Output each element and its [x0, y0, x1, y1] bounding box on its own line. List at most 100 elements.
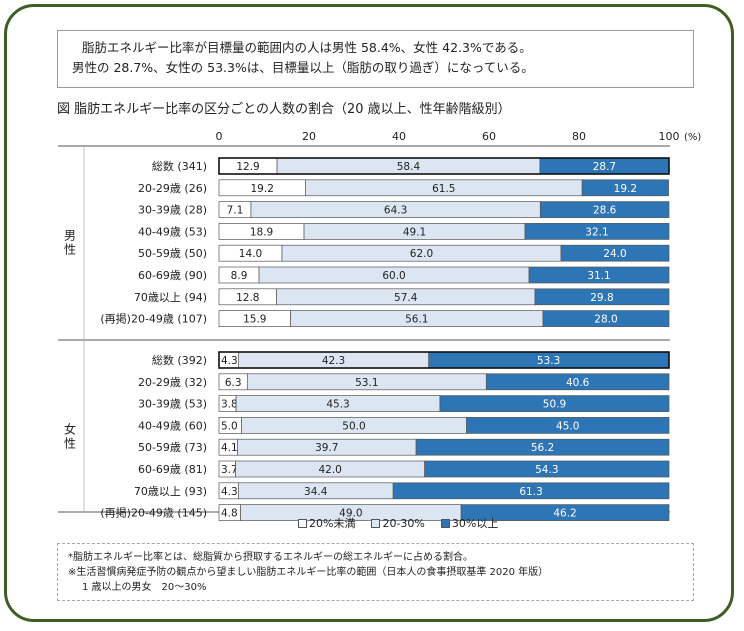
x-tick-label: 40	[392, 130, 406, 143]
bar-data-label: 4.3	[221, 486, 238, 498]
bar-data-label: 39.7	[315, 442, 338, 454]
bar-data-label: 5.0	[221, 420, 238, 432]
category-label: 20-29歳 (32)	[138, 376, 207, 389]
category-label: 30-39歳 (53)	[138, 398, 207, 411]
bar-data-label: 64.3	[384, 205, 407, 217]
bar-data-label: 57.4	[394, 292, 418, 304]
legend-item-low: 20%未満	[298, 515, 355, 531]
bar-data-label: 12.9	[236, 161, 259, 173]
chart-legend: 20%未満 20-30% 30%以上	[298, 515, 498, 531]
bar-data-label: 49.1	[403, 226, 426, 238]
bar-data-label: 31.1	[587, 270, 610, 282]
bar-data-label: 46.2	[553, 508, 576, 520]
category-label: 60-69歳 (90)	[138, 269, 207, 282]
category-label: (再掲)20-49歳 (107)	[100, 312, 207, 326]
bar-segment-high	[539, 201, 670, 218]
category-label: 20-29歳 (26)	[138, 182, 207, 195]
bar-segment-high	[528, 266, 670, 284]
bar-segment-high	[424, 460, 670, 478]
category-label: 50-59歳 (50)	[138, 247, 207, 260]
legend-swatch-low	[298, 518, 307, 528]
legend-label-high: 30%以上	[451, 517, 499, 530]
bar-data-label: 4.3	[221, 355, 238, 367]
category-label: 40-49歳 (53)	[138, 225, 207, 238]
note-line-2: ※生活習慣病発症予防の観点から望ましい脂肪エネルギー比率の範囲（日本人の食事摂取…	[68, 567, 549, 578]
bar-data-label: 62.0	[410, 248, 433, 260]
category-label: 40-49歳 (60)	[138, 419, 207, 432]
bar-data-label: 61.3	[519, 486, 542, 498]
bar-data-label: 3.8	[221, 399, 238, 411]
x-tick-label: 20	[302, 130, 316, 143]
bar-data-label: 50.0	[342, 420, 365, 432]
bar-data-label: 54.3	[535, 464, 558, 476]
bar-segment-high	[466, 417, 670, 434]
bar-data-label: 15.9	[243, 314, 266, 326]
bar-data-label: 60.0	[382, 270, 405, 282]
category-label: 総数 (392)	[152, 353, 207, 367]
bar-data-label: 4.1	[221, 442, 238, 454]
summary-box: 脂肪エネルギー比率が目標量の範囲内の人は男性 58.4%、女性 42.3%である…	[57, 30, 694, 88]
bar-data-label: 58.4	[397, 161, 421, 173]
bar-segment-high	[392, 482, 670, 500]
bar-data-label: 49.0	[339, 508, 362, 520]
bar-data-label: 45.3	[326, 399, 349, 411]
total-bar-outline	[218, 351, 670, 369]
bar-data-label: 56.2	[531, 442, 554, 454]
bar-data-label: 14.0	[239, 248, 262, 260]
group-label-char: 性	[64, 242, 76, 256]
bar-data-label: 53.1	[355, 377, 378, 389]
summary-line-2: 男性の 28.7%、女性の 53.3%は、目標量以上（脂肪の取り過ぎ）になってい…	[72, 60, 534, 75]
note-line-1: *脂肪エネルギー比率とは、総脂質から摂取するエネルギーの総エネルギーに占める割合…	[68, 552, 473, 563]
legend-swatch-high	[440, 518, 450, 528]
bar-data-label: 42.3	[322, 355, 345, 367]
x-tick-label: 60	[482, 130, 496, 143]
bar-data-label: 32.1	[585, 226, 608, 238]
bar-data-label: 53.3	[537, 355, 560, 367]
notes-box: *脂肪エネルギー比率とは、総脂質から摂取するエネルギーの総エネルギーに占める割合…	[57, 543, 694, 601]
bar-data-label: 24.0	[603, 248, 626, 260]
bar-segment-high	[439, 395, 670, 412]
bar-data-label: 7.1	[227, 205, 244, 217]
category-label: 60-69歳 (81)	[138, 463, 207, 476]
bar-data-label: 4.8	[221, 508, 238, 520]
bar-data-label: 3.7	[221, 464, 238, 476]
bar-data-label: 56.1	[405, 314, 428, 326]
bar-data-label: 42.0	[318, 464, 341, 476]
group-label-char: 女	[64, 421, 76, 436]
bar-segment-high	[542, 310, 670, 327]
category-label: 50-59歳 (73)	[138, 441, 207, 454]
bar-data-label: 6.3	[225, 377, 242, 389]
x-tick-label: 0	[216, 130, 223, 143]
bar-data-label: 50.9	[543, 399, 566, 411]
legend-label-mid: 20-30%	[382, 516, 425, 530]
bar-data-label: 34.4	[304, 486, 328, 498]
bar-data-label: 12.8	[236, 292, 259, 304]
bar-data-label: 18.9	[250, 226, 273, 238]
note-line-3: 1 歳以上の男女 20～30%	[82, 582, 207, 593]
bar-data-label: 8.9	[231, 270, 248, 282]
bar-data-label: 45.0	[556, 420, 579, 432]
bar-data-label: 19.2	[251, 183, 274, 195]
legend-item-mid: 20-30%	[371, 516, 425, 530]
x-tick-label: 100	[659, 130, 680, 143]
bar-data-label: 61.5	[432, 183, 455, 195]
bar-data-label: 28.7	[593, 161, 616, 173]
legend-label-low: 20%未満	[309, 517, 356, 530]
bar-segment-high	[485, 373, 670, 391]
category-label: 30-39歳 (28)	[138, 204, 207, 217]
bar-data-label: 29.8	[590, 292, 613, 304]
legend-item-high: 30%以上	[440, 515, 499, 531]
bar-segment-high	[581, 179, 669, 197]
group-label-char: 性	[64, 436, 76, 450]
chart-title: 図 脂肪エネルギー比率の区分ごとの人数の割合（20 歳以上、性年齢階級別）	[57, 102, 511, 117]
category-label: 総数 (341)	[152, 159, 207, 173]
bar-segment-high	[460, 504, 670, 521]
bar-data-label: 28.6	[593, 205, 617, 217]
category-label: 70歳以上 (93)	[134, 485, 207, 498]
legend-swatch-mid	[371, 518, 381, 528]
bar-segment-high	[560, 244, 670, 262]
summary-line-1: 脂肪エネルギー比率が目標量の範囲内の人は男性 58.4%、女性 42.3%である…	[82, 40, 532, 55]
bar-data-label: 40.6	[566, 377, 590, 389]
bar-segment-high	[524, 223, 670, 240]
